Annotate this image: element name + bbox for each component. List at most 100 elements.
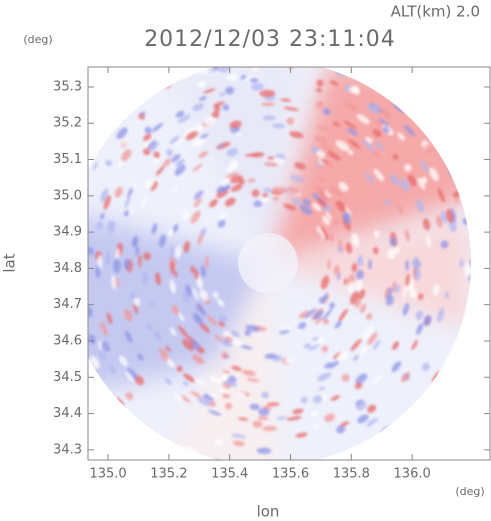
speckle [418,293,424,300]
speckle [421,362,430,372]
speckle [192,287,199,301]
speckle [100,212,105,220]
speckle [95,221,104,230]
speckle [257,408,270,416]
speckle [350,338,362,351]
speckle [284,357,294,363]
speckle [290,175,305,182]
speckle [316,150,326,158]
speckle [436,307,445,323]
speckle [203,88,216,94]
speckle [334,320,342,329]
x-unit: (deg) [455,485,484,498]
speckle [208,375,222,384]
speckle [116,127,128,140]
speckle [328,360,340,369]
speckle [168,228,173,237]
speckle [400,178,410,191]
speckle [264,353,277,360]
speckle [239,344,253,350]
speckle [444,291,450,299]
speckle [138,254,142,268]
speckle [292,198,302,206]
speckle [124,195,131,208]
speckle [164,84,172,90]
speckle [196,123,204,132]
speckle [315,100,324,109]
speckle [417,177,426,190]
speckle [237,59,246,65]
speckle [347,281,355,293]
speckle [192,163,203,172]
speckle [329,302,336,309]
speckle [105,250,111,266]
speckle [244,329,252,336]
speckle [153,151,161,159]
speckle [155,272,161,286]
speckle [318,192,330,203]
speckle [98,349,107,361]
speckle [371,374,383,386]
speckle [405,273,411,287]
speckle [298,322,307,330]
speckle [292,408,304,415]
speckle [175,245,182,259]
speckle [356,114,370,125]
speckle [231,365,242,372]
speckle [92,161,99,170]
speckle [332,217,339,226]
speckle [124,371,134,382]
speckle [122,139,128,146]
speckle [404,229,410,242]
speckle [182,381,189,387]
speckle [226,148,239,157]
speckle [103,195,111,210]
speckle [175,158,185,168]
speckle [347,127,358,136]
speckle [322,308,333,321]
speckle [286,117,295,125]
speckle [316,226,326,240]
speckle [101,341,110,353]
speckle [146,324,153,331]
speckle [310,146,318,154]
speckle [121,149,132,162]
speckle [256,447,272,454]
speckle [129,208,134,215]
speckle [144,126,152,134]
speckle [316,125,330,132]
speckle [330,395,340,401]
speckle [245,324,260,332]
speckle [322,215,331,226]
speckle [372,128,382,138]
speckle [364,172,375,184]
speckle [362,325,374,339]
speckle [196,303,207,317]
speckle [209,401,216,407]
speckle [115,248,120,259]
speckle [111,275,117,290]
speckle [95,265,101,279]
y-tick-label: 35.1 [53,152,82,167]
speckle [176,365,183,372]
speckle [286,416,302,421]
speckle [373,168,384,182]
speckle [185,130,198,141]
speckle [335,200,346,213]
speckle [329,80,339,86]
speckle [204,116,216,126]
speckle [362,140,375,152]
speckle [182,339,194,351]
speckle [105,159,112,167]
speckle [108,364,116,375]
speckle [140,111,146,117]
speckle [316,79,324,87]
speckle [390,173,400,187]
speckle [372,150,381,159]
speckle [170,261,175,275]
speckle [266,402,280,407]
speckle [171,154,181,163]
speckle [317,372,332,382]
speckle [235,132,242,136]
speckle [224,197,236,207]
